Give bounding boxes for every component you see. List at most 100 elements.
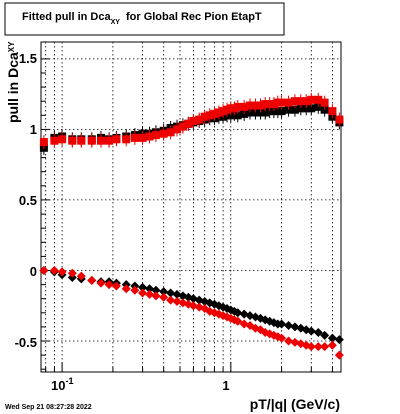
data-point	[320, 330, 330, 340]
data-point	[68, 136, 77, 145]
data-point	[151, 285, 161, 295]
data-point	[105, 136, 114, 145]
data-point	[233, 102, 242, 111]
data-point	[138, 288, 148, 298]
data-point	[296, 104, 305, 113]
data-point	[251, 108, 260, 117]
data-point	[50, 136, 59, 145]
y-tick-label--0.5: -0.5	[15, 335, 37, 350]
x-tick-label-0.1: 10-1	[51, 376, 73, 393]
chart-title-main: Fitted pull in Dca	[22, 11, 111, 23]
data-point	[314, 102, 323, 111]
data-point	[178, 122, 187, 131]
data-point	[313, 342, 323, 352]
data-point	[77, 136, 86, 145]
data-point	[96, 278, 106, 288]
data-point	[290, 97, 299, 106]
data-point	[214, 108, 223, 117]
data-point	[151, 291, 161, 301]
data-point	[306, 326, 316, 336]
data-point	[261, 108, 270, 117]
chart-title-box: Fitted pull in DcaXY for Global Rec Pion …	[4, 2, 285, 36]
data-point	[327, 340, 337, 350]
y-tick-label-1: 1	[30, 122, 37, 137]
data-point	[130, 285, 140, 295]
x-tick-label-1: 1	[222, 378, 229, 393]
data-point	[130, 133, 139, 142]
data-point	[233, 316, 243, 326]
data-point	[233, 111, 242, 120]
data-point	[246, 101, 254, 110]
data-point	[138, 133, 147, 142]
data-point	[307, 95, 316, 104]
data-point	[290, 105, 299, 114]
data-point	[277, 333, 287, 343]
data-point	[151, 131, 160, 140]
x-tick-label-exponent: -1	[65, 376, 73, 386]
data-point	[265, 100, 274, 109]
data-point	[111, 281, 121, 291]
x-axis-title: pT/|q| (GeV/c)	[250, 396, 340, 412]
y-tick-labels: 1.5 1 0.5 0 -0.5	[15, 51, 37, 350]
data-point	[320, 98, 329, 107]
data-point	[49, 265, 59, 275]
data-point	[166, 295, 176, 305]
data-point	[277, 98, 286, 107]
data-point	[200, 112, 209, 121]
data-point	[256, 101, 265, 110]
data-point	[166, 288, 176, 298]
data-point	[97, 136, 105, 145]
data-point	[327, 333, 337, 343]
data-point	[250, 323, 260, 333]
data-point	[277, 319, 287, 329]
x-tick-label-base: 10	[51, 378, 65, 393]
data-point	[296, 97, 305, 106]
data-point	[58, 135, 67, 144]
data-point	[87, 136, 96, 145]
grid	[41, 42, 341, 372]
data-point	[76, 271, 86, 281]
y-tick-label-0.5: 0.5	[19, 193, 37, 208]
y-axis-title: pull in DcaXY	[5, 41, 21, 123]
data-point	[246, 108, 254, 117]
x-tick-labels: 10-1 1	[51, 376, 230, 393]
data-point	[261, 100, 270, 109]
data-point	[265, 107, 274, 116]
data-point	[87, 275, 97, 285]
data-point	[112, 135, 121, 144]
y-axis-title-main: pull in Dca	[5, 52, 21, 123]
data-point	[320, 342, 330, 352]
data-point	[233, 308, 243, 318]
data-point	[251, 101, 260, 110]
title-frame	[4, 2, 285, 36]
data-point	[189, 117, 198, 125]
data-point	[334, 335, 344, 345]
data-point	[205, 111, 214, 120]
data-point	[284, 320, 294, 330]
plot-frame	[40, 41, 342, 373]
data-point	[145, 284, 155, 294]
data-point	[284, 336, 294, 346]
chart-title-suffix: for Global Rec Pion EtapT	[126, 11, 262, 23]
data-point	[210, 109, 219, 118]
data-point	[284, 98, 293, 107]
data-point	[307, 104, 316, 113]
data-point	[39, 138, 48, 147]
data-point	[57, 267, 67, 277]
data-point	[320, 105, 329, 114]
data-point	[240, 109, 249, 118]
data-point	[104, 280, 114, 290]
data-point	[302, 104, 311, 113]
data-point	[159, 292, 169, 302]
y-tick-label-1.5: 1.5	[19, 51, 37, 66]
data-point	[277, 107, 286, 116]
data-point	[39, 265, 49, 275]
data-point	[313, 328, 323, 338]
data-point	[240, 102, 249, 111]
data-point	[250, 312, 260, 322]
data-point	[334, 350, 344, 360]
y-tick-label-0: 0	[30, 264, 37, 279]
data-point	[306, 342, 316, 352]
data-point	[159, 287, 169, 297]
